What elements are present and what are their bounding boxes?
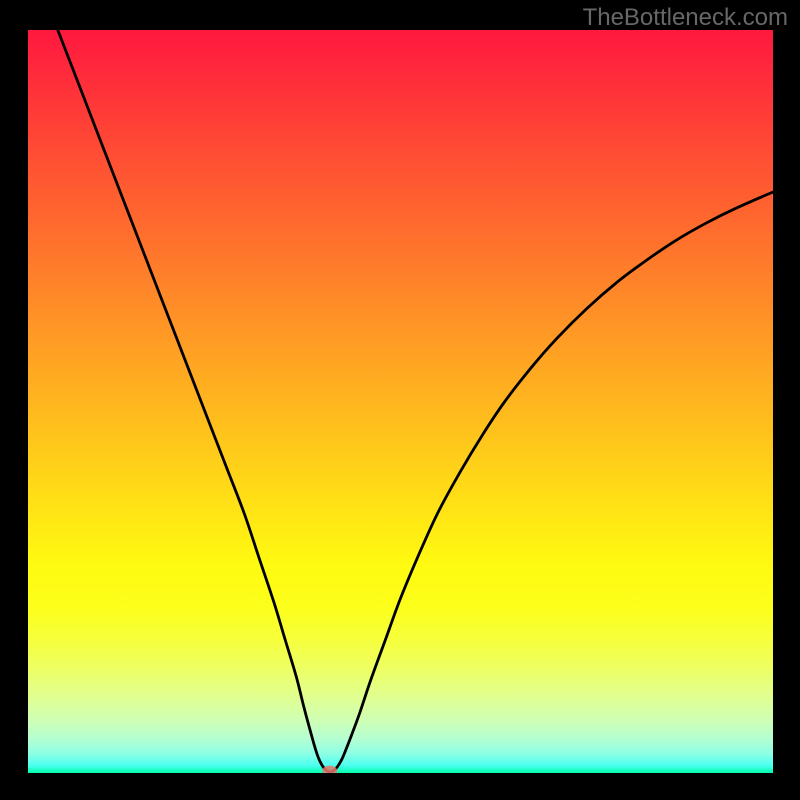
chart-container: TheBottleneck.com xyxy=(0,0,800,800)
chart-svg xyxy=(28,30,773,773)
watermark-text: TheBottleneck.com xyxy=(583,4,788,32)
plot-area xyxy=(28,30,773,773)
plot-background xyxy=(28,30,773,773)
